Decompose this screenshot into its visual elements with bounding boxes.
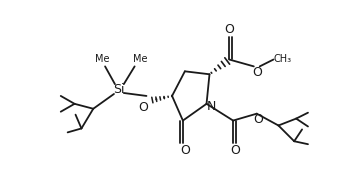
Text: Si: Si <box>113 83 125 95</box>
Text: Me: Me <box>95 54 109 63</box>
Text: O: O <box>180 144 190 157</box>
Text: O: O <box>230 144 240 157</box>
Text: O: O <box>139 101 149 114</box>
Text: O: O <box>252 66 262 79</box>
Text: O: O <box>224 23 234 36</box>
Text: N: N <box>207 100 216 113</box>
Text: Me: Me <box>133 54 148 63</box>
Text: CH₃: CH₃ <box>273 54 291 63</box>
Text: O: O <box>253 113 263 126</box>
